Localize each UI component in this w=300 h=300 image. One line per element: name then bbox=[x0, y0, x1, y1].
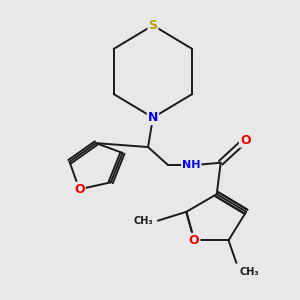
Text: CH₃: CH₃ bbox=[239, 267, 259, 277]
Text: O: O bbox=[189, 234, 200, 247]
Text: S: S bbox=[148, 19, 158, 32]
Text: N: N bbox=[148, 111, 158, 124]
Text: CH₃: CH₃ bbox=[133, 216, 153, 226]
Text: O: O bbox=[74, 183, 85, 196]
Text: O: O bbox=[240, 134, 250, 147]
Text: NH: NH bbox=[182, 160, 200, 170]
